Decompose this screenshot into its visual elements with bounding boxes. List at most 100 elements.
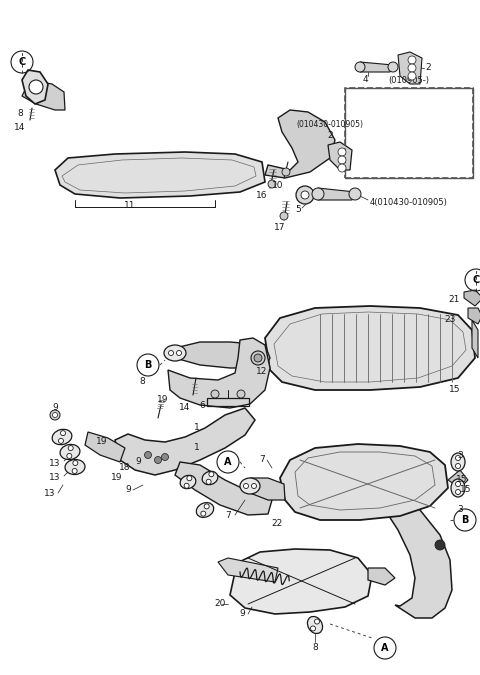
Polygon shape [85, 432, 125, 462]
Text: 2: 2 [327, 130, 333, 140]
Text: 4: 4 [362, 74, 368, 84]
Circle shape [408, 72, 416, 80]
Circle shape [204, 504, 209, 509]
Circle shape [52, 412, 58, 418]
Text: 13: 13 [49, 473, 61, 483]
Ellipse shape [240, 478, 260, 494]
Ellipse shape [52, 429, 72, 445]
Polygon shape [280, 444, 448, 520]
Circle shape [456, 481, 460, 487]
Circle shape [338, 156, 346, 164]
Circle shape [144, 452, 152, 458]
Polygon shape [250, 478, 285, 500]
Text: C: C [472, 275, 480, 285]
Polygon shape [230, 549, 372, 614]
Text: 8: 8 [312, 643, 318, 653]
Polygon shape [382, 490, 452, 618]
Ellipse shape [202, 471, 218, 485]
Text: 6: 6 [199, 402, 205, 410]
Text: (010430-010905): (010430-010905) [297, 119, 363, 128]
Circle shape [68, 446, 73, 450]
Polygon shape [115, 408, 255, 475]
Text: 22: 22 [271, 520, 283, 529]
Text: 14: 14 [14, 124, 26, 132]
Text: 3: 3 [457, 506, 463, 514]
Text: 20: 20 [214, 599, 226, 608]
Polygon shape [175, 462, 272, 515]
Text: A: A [381, 643, 389, 653]
Circle shape [301, 191, 309, 199]
Circle shape [388, 62, 398, 72]
Text: 23: 23 [444, 315, 456, 325]
Text: B: B [144, 360, 152, 370]
Text: 19: 19 [111, 473, 123, 483]
Polygon shape [265, 110, 335, 178]
Polygon shape [398, 52, 422, 84]
Text: 7: 7 [225, 510, 231, 520]
Text: 19: 19 [96, 437, 108, 446]
Circle shape [268, 180, 276, 188]
Polygon shape [472, 320, 478, 358]
Circle shape [456, 456, 460, 460]
Polygon shape [318, 188, 355, 200]
Circle shape [237, 390, 245, 398]
Circle shape [184, 483, 189, 488]
Circle shape [456, 464, 460, 468]
Text: 9: 9 [125, 485, 131, 495]
Ellipse shape [180, 475, 196, 489]
Text: 7: 7 [259, 456, 265, 464]
Text: 17: 17 [274, 223, 286, 232]
Text: 14: 14 [180, 404, 191, 412]
Text: 15: 15 [460, 485, 472, 495]
Circle shape [408, 64, 416, 72]
Circle shape [243, 483, 249, 489]
Circle shape [72, 468, 77, 473]
Text: B: B [461, 515, 468, 525]
Text: 8: 8 [139, 377, 145, 387]
Circle shape [177, 350, 181, 356]
Text: 15: 15 [449, 385, 461, 394]
Text: (010905-): (010905-) [388, 76, 430, 84]
Text: 1: 1 [194, 423, 200, 433]
Text: 10: 10 [272, 180, 284, 190]
Circle shape [209, 472, 214, 477]
Text: 21: 21 [448, 296, 460, 304]
Polygon shape [448, 470, 468, 488]
Text: 8: 8 [17, 109, 23, 119]
Text: 4(010430-010905): 4(010430-010905) [370, 198, 448, 207]
Circle shape [435, 540, 445, 550]
Text: 11: 11 [124, 200, 136, 209]
Circle shape [155, 456, 161, 464]
Text: 12: 12 [256, 367, 268, 377]
Text: 3: 3 [457, 450, 463, 460]
Circle shape [59, 438, 63, 443]
Circle shape [251, 351, 265, 365]
Circle shape [296, 186, 314, 204]
Circle shape [201, 511, 206, 516]
Polygon shape [468, 308, 480, 324]
Text: 9: 9 [135, 458, 141, 466]
Polygon shape [22, 70, 48, 104]
Circle shape [312, 188, 324, 200]
Ellipse shape [65, 460, 85, 475]
Polygon shape [22, 80, 65, 110]
Circle shape [60, 431, 66, 435]
Circle shape [252, 483, 256, 489]
Circle shape [282, 168, 290, 176]
Circle shape [338, 148, 346, 156]
Circle shape [408, 56, 416, 64]
Text: 9: 9 [52, 404, 58, 412]
Circle shape [456, 489, 460, 495]
Text: 2: 2 [425, 63, 431, 72]
Bar [207, 398, 249, 406]
Ellipse shape [164, 345, 186, 361]
Circle shape [50, 410, 60, 420]
Circle shape [349, 188, 361, 200]
Polygon shape [360, 62, 393, 72]
Circle shape [73, 460, 78, 466]
Ellipse shape [60, 444, 80, 460]
Circle shape [161, 454, 168, 460]
Polygon shape [175, 342, 270, 368]
Circle shape [29, 80, 43, 94]
Polygon shape [265, 306, 475, 390]
